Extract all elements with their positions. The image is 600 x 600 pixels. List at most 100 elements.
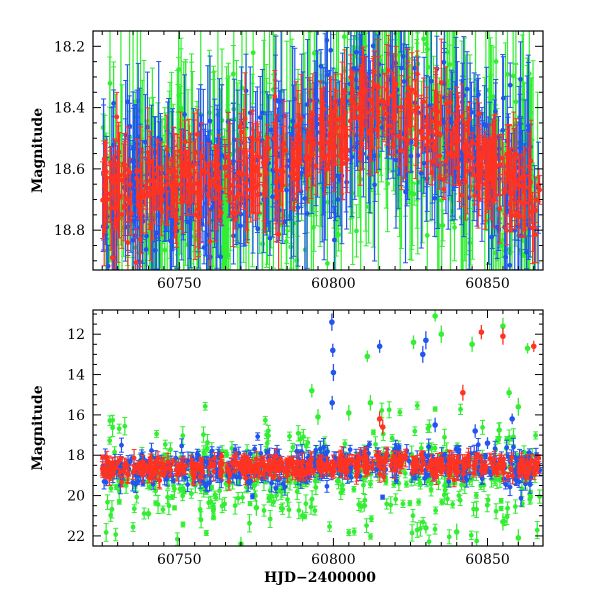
data-point: [276, 231, 282, 237]
data-point: [409, 190, 415, 196]
data-point: [164, 147, 170, 152]
data-point: [198, 313, 203, 318]
data-point: [305, 102, 310, 107]
data-point: [517, 145, 523, 151]
data-point: [105, 284, 110, 289]
data-point: [268, 127, 274, 133]
data-point: [354, 228, 359, 234]
data-point: [503, 254, 509, 260]
data-point: [281, 141, 287, 147]
data-point: [324, 37, 330, 43]
data-point: [143, 139, 148, 145]
data-point: [396, 133, 401, 139]
data-point: [181, 304, 186, 309]
data-point: [516, 214, 522, 220]
data-point: [448, 271, 453, 276]
data-point: [286, 158, 292, 164]
data-point: [335, 173, 341, 179]
data-point: [525, 123, 531, 129]
data-point: [132, 233, 138, 239]
data-point: [137, 149, 143, 154]
plot-area: [100, 9, 543, 322]
data-point: [500, 127, 506, 133]
data-point: [502, 186, 508, 192]
data-point: [272, 121, 278, 127]
data-point: [257, 115, 263, 120]
data-point: [328, 47, 334, 53]
data-point: [536, 273, 541, 278]
data-point: [243, 88, 249, 94]
data-point: [334, 14, 339, 19]
data-point: [507, 82, 513, 88]
data-point: [510, 73, 516, 79]
data-point: [398, 21, 403, 26]
data-point: [393, 157, 399, 163]
data-point: [208, 207, 214, 212]
data-point: [421, 99, 426, 105]
data-point: [228, 190, 233, 196]
data-point: [238, 223, 243, 229]
data-point: [207, 118, 213, 124]
data-point: [494, 224, 500, 230]
data-point: [389, 93, 395, 99]
data-point: [294, 278, 299, 283]
data-point: [519, 251, 525, 257]
data-point: [376, 61, 382, 67]
data-point: [398, 21, 403, 26]
data-point: [198, 122, 204, 128]
data-point: [191, 234, 197, 239]
data-point: [440, 223, 446, 228]
data-point: [192, 212, 198, 218]
data-point: [130, 237, 136, 243]
data-point: [270, 167, 275, 173]
data-point: [421, 135, 427, 141]
data-point: [336, 232, 341, 238]
data-point: [284, 163, 290, 169]
data-point: [424, 46, 430, 52]
data-point: [452, 174, 458, 180]
data-point: [414, 71, 420, 77]
data-point: [237, 124, 243, 129]
data-point: [362, 21, 367, 26]
data-point: [182, 112, 187, 117]
data-point: [524, 249, 529, 255]
data-point: [114, 114, 120, 120]
data-point: [289, 162, 295, 168]
data-point: [415, 153, 421, 158]
data-point: [379, 125, 385, 130]
data-point: [176, 317, 181, 322]
data-point: [324, 72, 330, 77]
data-point: [505, 71, 510, 77]
data-point: [222, 237, 228, 243]
data-point: [246, 271, 251, 276]
data-point: [500, 95, 506, 101]
data-point: [397, 9, 402, 14]
data-point: [401, 79, 407, 84]
data-point: [124, 196, 130, 202]
data-point: [267, 94, 273, 100]
data-point: [324, 261, 330, 266]
data-point: [528, 110, 533, 115]
series-red: [100, 34, 543, 270]
data-point: [537, 187, 543, 193]
data-point: [493, 59, 499, 64]
data-point: [438, 80, 444, 85]
data-point: [311, 50, 317, 56]
data-point: [380, 15, 385, 20]
data-point: [536, 182, 542, 188]
data-point: [250, 50, 256, 56]
data-point: [341, 34, 347, 40]
data-point: [319, 99, 325, 105]
data-point: [412, 65, 417, 71]
data-point: [152, 247, 158, 253]
data-point: [125, 240, 131, 246]
data-point: [425, 64, 431, 70]
data-point: [267, 235, 273, 241]
data-point: [370, 43, 376, 49]
data-point: [288, 170, 294, 176]
data-point: [109, 255, 115, 261]
data-point: [446, 116, 452, 122]
data-point: [204, 278, 209, 283]
